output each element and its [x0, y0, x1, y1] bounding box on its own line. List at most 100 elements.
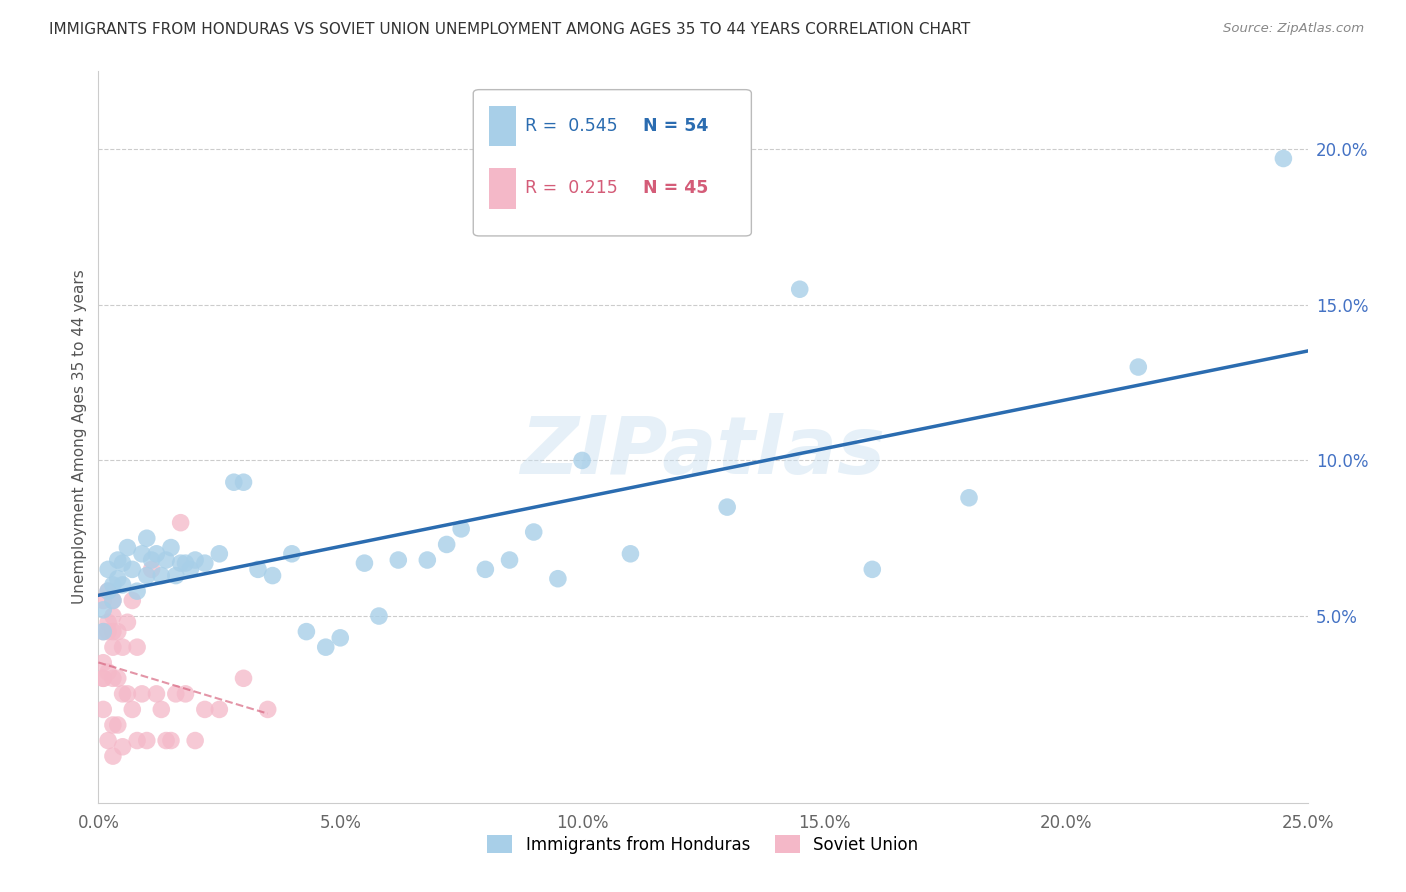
Point	[121, 702, 143, 716]
Point	[222, 475, 245, 490]
Point	[150, 568, 173, 582]
Point	[256, 702, 278, 716]
Point	[860, 562, 883, 576]
Point	[101, 609, 124, 624]
Point	[111, 578, 134, 592]
Point	[117, 541, 139, 555]
Point	[716, 500, 738, 515]
Point	[101, 593, 124, 607]
Point	[329, 631, 352, 645]
Point	[387, 553, 409, 567]
Point	[91, 671, 114, 685]
Point	[101, 671, 124, 685]
Point	[155, 733, 177, 747]
Point	[91, 656, 114, 670]
Point	[97, 584, 120, 599]
Point	[281, 547, 304, 561]
Point	[789, 282, 811, 296]
Point	[101, 578, 124, 592]
Point	[121, 562, 143, 576]
Point	[1272, 152, 1295, 166]
Point	[91, 624, 114, 639]
Point	[107, 671, 129, 685]
Point	[135, 568, 157, 582]
Bar	[489, 169, 516, 209]
Point	[91, 603, 114, 617]
Point	[111, 640, 134, 655]
Point	[131, 687, 153, 701]
Point	[111, 556, 134, 570]
Point	[101, 593, 124, 607]
Point	[145, 547, 167, 561]
Text: N = 54: N = 54	[643, 117, 707, 136]
Point	[127, 584, 149, 599]
Point	[135, 733, 157, 747]
Bar	[489, 106, 516, 146]
Point	[141, 553, 163, 567]
Point	[135, 531, 157, 545]
Legend: Immigrants from Honduras, Soviet Union: Immigrants from Honduras, Soviet Union	[481, 829, 925, 860]
Point	[111, 687, 134, 701]
Point	[194, 702, 217, 716]
Point	[416, 553, 439, 567]
Point	[232, 671, 254, 685]
Point	[174, 687, 197, 701]
Point	[107, 624, 129, 639]
Point	[194, 556, 217, 570]
Point	[97, 615, 120, 630]
Point	[450, 522, 472, 536]
Point	[155, 553, 177, 567]
Text: IMMIGRANTS FROM HONDURAS VS SOVIET UNION UNEMPLOYMENT AMONG AGES 35 TO 44 YEARS : IMMIGRANTS FROM HONDURAS VS SOVIET UNION…	[49, 22, 970, 37]
Point	[165, 687, 187, 701]
Point	[262, 568, 284, 582]
Point	[91, 702, 114, 716]
Point	[160, 733, 183, 747]
Point	[131, 547, 153, 561]
Point	[101, 624, 124, 639]
Point	[179, 562, 201, 576]
Point	[1128, 359, 1150, 374]
Point	[101, 718, 124, 732]
Point	[184, 733, 207, 747]
Y-axis label: Unemployment Among Ages 35 to 44 years: Unemployment Among Ages 35 to 44 years	[72, 269, 87, 605]
Point	[619, 547, 641, 561]
Point	[141, 562, 163, 576]
Point	[111, 739, 134, 754]
Point	[547, 572, 569, 586]
Point	[169, 556, 191, 570]
Point	[97, 562, 120, 576]
Point	[107, 553, 129, 567]
Point	[97, 624, 120, 639]
Text: Source: ZipAtlas.com: Source: ZipAtlas.com	[1223, 22, 1364, 36]
Point	[91, 671, 114, 685]
Point	[165, 568, 187, 582]
Point	[127, 640, 149, 655]
Point	[368, 609, 391, 624]
Point	[107, 572, 129, 586]
Text: N = 45: N = 45	[643, 179, 707, 197]
Point	[174, 556, 197, 570]
Text: ZIPatlas: ZIPatlas	[520, 413, 886, 491]
Point	[97, 584, 120, 599]
Point	[436, 537, 458, 551]
Point	[91, 593, 114, 607]
Point	[523, 524, 546, 539]
Point	[184, 553, 207, 567]
Point	[101, 640, 124, 655]
Point	[145, 687, 167, 701]
Point	[295, 624, 318, 639]
Point	[101, 749, 124, 764]
FancyBboxPatch shape	[474, 89, 751, 235]
Point	[150, 702, 173, 716]
Point	[91, 624, 114, 639]
Point	[160, 541, 183, 555]
Point	[498, 553, 520, 567]
Point	[232, 475, 254, 490]
Point	[315, 640, 337, 655]
Text: R =  0.545: R = 0.545	[526, 117, 617, 136]
Point	[353, 556, 375, 570]
Point	[107, 718, 129, 732]
Point	[121, 593, 143, 607]
Point	[97, 733, 120, 747]
Point	[208, 547, 231, 561]
